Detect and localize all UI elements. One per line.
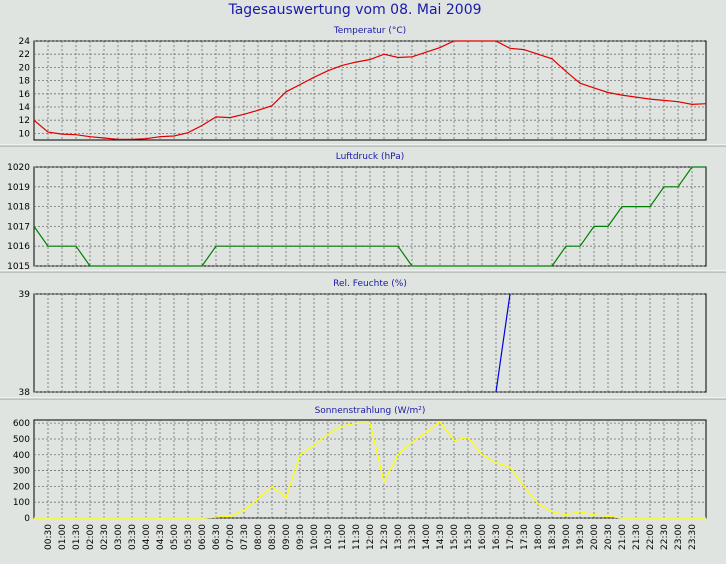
x-tick-label: 16:30 [492, 524, 502, 550]
x-tick-label: 04:00 [142, 524, 152, 550]
x-tick-label: 07:30 [240, 524, 250, 550]
x-tick-label: 03:30 [128, 524, 138, 550]
x-tick-label: 23:00 [674, 524, 684, 550]
x-tick-label: 19:00 [562, 524, 572, 550]
y-tick-label: 500 [13, 435, 30, 445]
x-tick-label: 11:00 [338, 524, 348, 550]
y-tick-label: 1016 [7, 242, 30, 252]
x-tick-label: 05:00 [170, 524, 180, 550]
x-tick-label: 03:00 [114, 524, 124, 550]
y-tick-label: 10 [19, 129, 31, 139]
x-tick-label: 09:30 [296, 524, 306, 550]
y-tick-label: 100 [13, 498, 30, 508]
y-tick-label: 20 [19, 63, 31, 73]
y-tick-label: 18 [19, 77, 31, 87]
series-line [34, 40, 706, 140]
x-tick-label: 06:00 [198, 524, 208, 550]
chart-panel-4: 0 100 200 300 400 500 600 Sonnenstrahlung (W/m²… [13, 406, 707, 524]
y-tick-label: 1015 [7, 262, 30, 272]
panel-title: Rel. Feuchte (%) [333, 279, 407, 289]
x-tick-label: 09:00 [282, 524, 292, 550]
y-tick-label: 24 [19, 37, 31, 47]
x-tick-label: 07:00 [226, 524, 236, 550]
x-tick-label: 13:00 [394, 524, 404, 550]
x-tick-label: 16:00 [478, 524, 488, 550]
y-tick-label: 12 [19, 116, 30, 126]
x-tick-label: 23:30 [688, 524, 698, 550]
series-line [495, 293, 511, 393]
series-line [34, 420, 706, 519]
x-tick-label: 12:30 [380, 524, 390, 550]
x-tick-label: 22:30 [660, 524, 670, 550]
x-tick-label: 02:30 [100, 524, 110, 550]
y-tick-label: 0 [24, 514, 30, 524]
x-tick-label: 20:30 [604, 524, 614, 550]
x-tick-label: 21:00 [618, 524, 628, 550]
x-tick-label: 15:00 [450, 524, 460, 550]
page-title: Tagesauswertung vom 08. Mai 2009 [227, 2, 481, 18]
x-tick-label: 13:30 [408, 524, 418, 550]
x-tick-label: 18:00 [534, 524, 544, 550]
y-tick-label: 300 [13, 467, 30, 477]
series-line [34, 166, 706, 267]
y-tick-label: 600 [13, 419, 30, 429]
x-tick-label: 15:30 [464, 524, 474, 550]
x-tick-label: 11:30 [352, 524, 362, 550]
x-tick-label: 02:00 [86, 524, 96, 550]
x-tick-label: 22:00 [646, 524, 656, 550]
x-tick-label: 14:30 [436, 524, 446, 550]
y-tick-label: 1020 [7, 163, 30, 173]
x-tick-label: 08:30 [268, 524, 278, 550]
panel-title: Temperatur (°C) [333, 26, 406, 36]
y-tick-label: 1017 [7, 222, 30, 232]
x-tick-label: 10:00 [310, 524, 320, 550]
y-tick-label: 38 [19, 388, 31, 398]
x-tick-label: 19:30 [576, 524, 586, 550]
x-tick-label: 05:30 [184, 524, 194, 550]
panel-title: Luftdruck (hPa) [336, 152, 405, 162]
x-tick-label: 14:00 [422, 524, 432, 550]
x-tick-label: 04:30 [156, 524, 166, 550]
x-tick-label: 17:30 [520, 524, 530, 550]
x-tick-label: 06:30 [212, 524, 222, 550]
chart-panel-1: 10 12 14 16 18 20 22 24 Temperatur (°C) [0, 26, 726, 147]
x-tick-label: 01:00 [58, 524, 68, 550]
x-tick-label: 08:00 [254, 524, 264, 550]
y-tick-label: 200 [13, 482, 30, 492]
y-tick-label: 22 [19, 50, 30, 60]
x-tick-label: 21:30 [632, 524, 642, 550]
panel-title: Sonnenstrahlung (W/m²) [315, 406, 426, 416]
y-tick-label: 1018 [7, 203, 30, 213]
y-tick-label: 16 [19, 90, 31, 100]
chart-panel-2: 1015 1016 1017 1018 1019 1020 Luftdruck (hPa) [0, 152, 726, 273]
x-tick-label: 10:30 [324, 524, 334, 550]
y-tick-label: 1019 [7, 183, 30, 193]
y-tick-label: 400 [13, 451, 30, 461]
y-tick-label: 39 [19, 290, 31, 300]
x-tick-label: 00:30 [44, 524, 54, 550]
x-tick-label: 01:30 [72, 524, 82, 550]
x-tick-label: 12:00 [366, 524, 376, 550]
x-tick-label: 20:00 [590, 524, 600, 550]
y-tick-label: 14 [19, 103, 31, 113]
chart-panel-3: 38 39 Rel. Feuchte (%) [0, 279, 726, 400]
x-tick-label: 18:30 [548, 524, 558, 550]
x-axis: 00:30 01:00 01:30 02:00 02:30 03:00 03:30 04:00… [44, 524, 698, 550]
x-tick-label: 17:00 [506, 524, 516, 550]
